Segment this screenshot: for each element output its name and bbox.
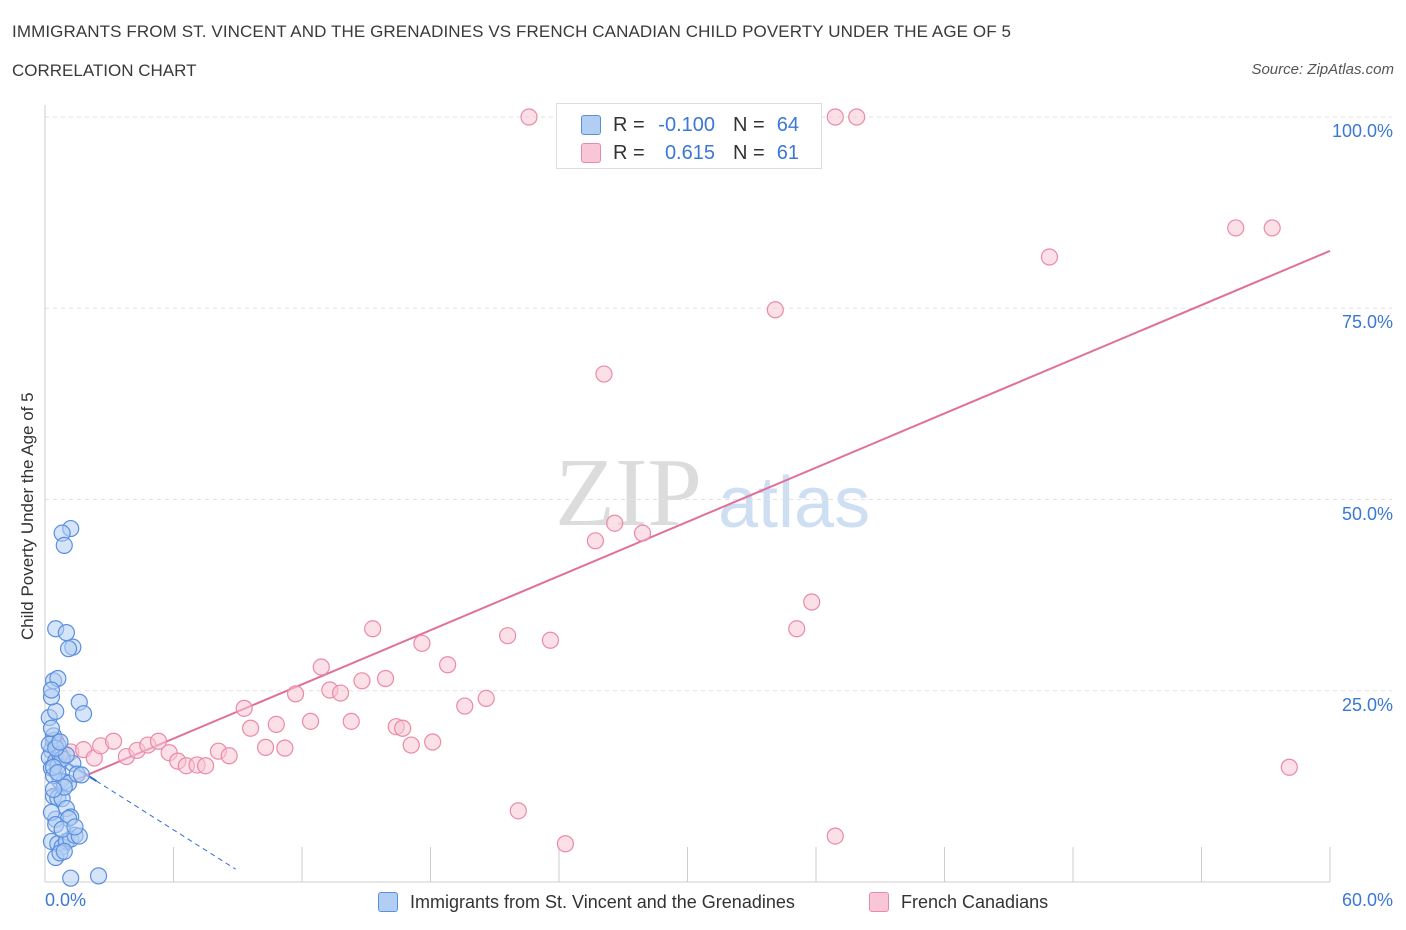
pink-point	[595, 365, 613, 383]
pink-point	[312, 658, 330, 676]
blue-point	[66, 818, 84, 836]
pink-point	[242, 719, 260, 737]
watermark: ZIP atlas	[555, 439, 870, 547]
pink-point	[276, 739, 294, 757]
pink-point	[402, 736, 420, 754]
pink-point	[556, 835, 575, 853]
pink-point	[499, 627, 517, 645]
n-label: N =	[733, 141, 765, 164]
pink-point	[1280, 758, 1298, 776]
blue-point	[51, 733, 69, 751]
data-points	[40, 108, 1298, 887]
chart-title: IMMIGRANTS FROM ST. VINCENT AND THE GREN…	[12, 22, 1012, 41]
pink-point	[826, 827, 844, 845]
pink-point	[1227, 219, 1245, 237]
blue-point	[55, 842, 73, 861]
pink-point	[331, 684, 350, 702]
n-value: 64	[776, 113, 799, 136]
r-value: -0.100	[658, 113, 715, 136]
pink-point	[394, 719, 412, 737]
pink-swatch	[869, 892, 889, 912]
stats-legend-row-pink: R = 0.615 N = 61	[581, 141, 799, 165]
r-value: 0.615	[664, 141, 715, 164]
pink-point	[456, 697, 474, 715]
y-tick-label: 50.0%	[1341, 503, 1393, 524]
chart-subtitle: CORRELATION CHART	[12, 61, 197, 80]
blue-point	[44, 780, 63, 799]
pink-point	[633, 524, 652, 542]
blue-point	[57, 624, 76, 642]
pink-point	[424, 733, 442, 751]
pink-point	[301, 712, 320, 730]
pink-point	[353, 672, 371, 690]
x-tick-label-min: 0.0%	[45, 890, 87, 910]
pink-point	[364, 620, 382, 638]
blue-point	[55, 536, 73, 555]
blue-swatch	[378, 892, 398, 912]
pink-point	[1263, 219, 1281, 237]
blue-trend-extension	[96, 780, 236, 870]
pink-point	[220, 747, 238, 765]
n-label: N =	[733, 113, 765, 136]
legend-label-french-canadians: French Canadians	[901, 891, 1049, 912]
pink-point	[197, 757, 215, 775]
y-axis-label: Child Poverty Under the Age of 5	[18, 392, 37, 640]
pink-point	[376, 669, 395, 688]
blue-point	[42, 681, 61, 699]
blue-point	[59, 640, 78, 658]
r-label: R =	[613, 113, 645, 136]
pink-point	[286, 685, 305, 703]
pink-point	[1040, 248, 1059, 266]
pink-point	[803, 593, 821, 611]
blue-point	[47, 702, 65, 721]
stats-legend-row-blue: R = -0.100 N = 64	[581, 113, 799, 137]
pink-point	[520, 108, 538, 126]
blue-point	[62, 869, 80, 887]
blue-point	[89, 867, 108, 885]
pink-point	[342, 712, 360, 730]
pink-point	[606, 514, 624, 532]
pink-point	[477, 689, 495, 708]
y-tick-label: 100.0%	[1331, 121, 1393, 141]
r-label: R =	[613, 141, 645, 164]
y-tick-label: 25.0%	[1341, 694, 1393, 715]
pink-point	[256, 738, 275, 756]
legend-label-immigrants: Immigrants from St. Vincent and the Gren…	[410, 891, 795, 912]
blue-point	[42, 719, 61, 737]
n-value: 61	[776, 141, 799, 164]
pink-point	[766, 301, 784, 319]
grid-lines	[45, 116, 1392, 692]
source-label: Source: ZipAtlas.com	[1251, 61, 1394, 78]
pink-point	[541, 631, 560, 649]
legend-item-immigrants: Immigrants from St. Vincent and the Gren…	[378, 890, 795, 914]
pink-swatch	[581, 143, 601, 163]
blue-point	[74, 705, 93, 723]
pink-trend-line	[48, 249, 1331, 792]
pink-point	[788, 620, 806, 638]
pink-point	[267, 715, 285, 734]
stats-legend: R = -0.100 N = 64 R = 0.615 N = 61	[556, 103, 822, 169]
pink-point	[235, 699, 253, 717]
pink-point	[104, 732, 123, 750]
blue-point	[49, 764, 67, 782]
blue-swatch	[581, 115, 601, 135]
blue-point	[72, 766, 91, 784]
pink-point	[149, 732, 168, 750]
pink-point	[848, 108, 866, 126]
watermark-zip: ZIP	[555, 439, 702, 547]
x-tick-label-max: 60.0%	[1341, 890, 1393, 910]
pink-point	[413, 634, 431, 652]
y-tick-label: 75.0%	[1341, 312, 1393, 333]
pink-point	[586, 532, 605, 550]
pink-point	[509, 802, 527, 820]
pink-point	[439, 656, 457, 674]
watermark-atlas: atlas	[718, 463, 870, 543]
trend-lines	[48, 249, 1331, 870]
pink-point	[826, 108, 844, 126]
legend-item-french-canadians: French Canadians	[869, 890, 1048, 914]
